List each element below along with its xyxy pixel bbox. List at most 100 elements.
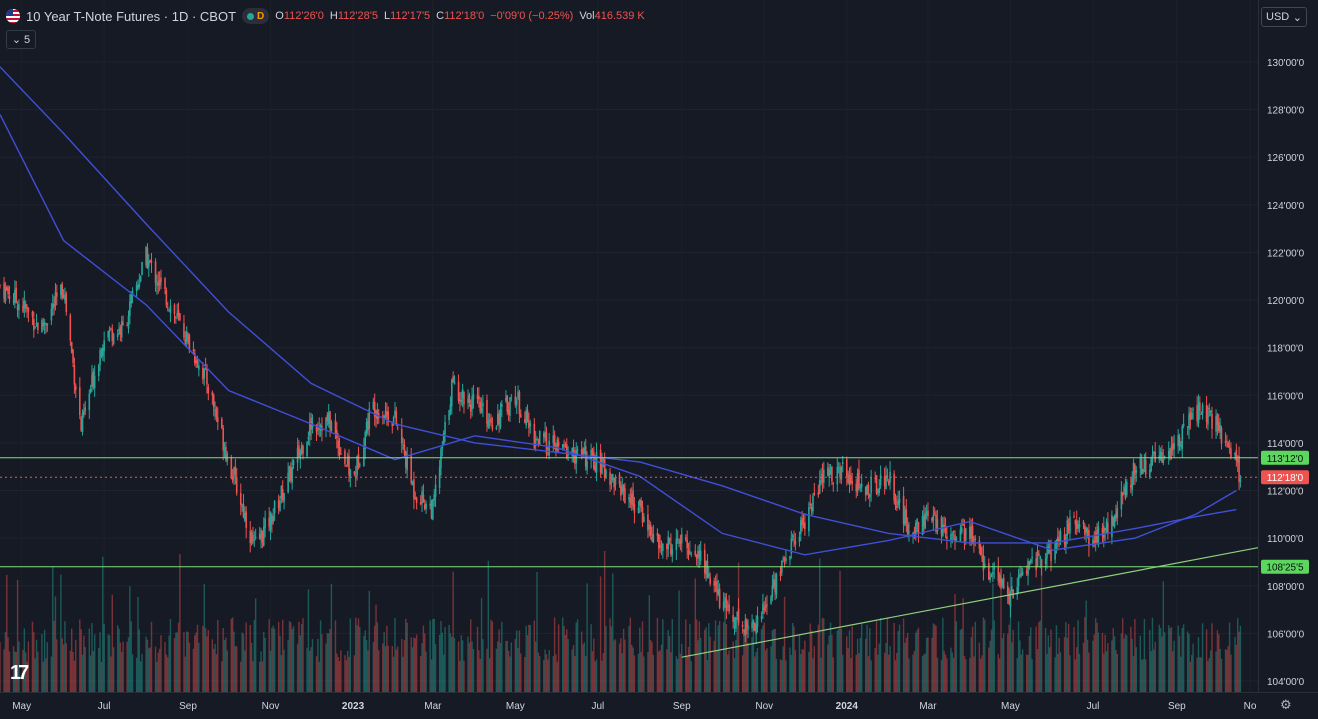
candle-body	[1236, 459, 1239, 463]
candle-body	[563, 445, 565, 447]
candle-body	[107, 330, 110, 338]
settings-gear-icon[interactable]: ⚙	[1280, 697, 1292, 712]
volume-bar	[196, 624, 199, 692]
volume-bar	[1239, 625, 1242, 692]
candle-body	[165, 290, 168, 306]
price-chart[interactable]	[0, 0, 1258, 692]
candle-body	[433, 494, 436, 501]
candle-body	[779, 571, 782, 577]
candle-body	[828, 470, 830, 478]
volume-bar	[1207, 661, 1209, 692]
candle-body	[732, 615, 734, 623]
candle-body	[139, 276, 142, 282]
candle-body	[287, 472, 289, 493]
candle-body	[336, 429, 338, 438]
candle-body	[1132, 462, 1135, 480]
volume-bar	[525, 625, 527, 692]
volume-bar	[150, 621, 153, 692]
candle-body	[810, 506, 813, 512]
candle-body	[557, 441, 560, 447]
volume-bar	[942, 617, 944, 692]
symbol-title[interactable]: 10 Year T-Note Futures · 1D · CBOT	[26, 8, 237, 24]
candle-body	[97, 365, 100, 377]
candle-body	[971, 526, 974, 545]
candle-body	[65, 293, 68, 313]
volume-bar	[632, 647, 634, 692]
volume-bar	[146, 639, 149, 692]
candle-body	[146, 248, 149, 269]
candle-body	[897, 500, 899, 506]
chart-pane[interactable]: 10 Year T-Note Futures · 1D · CBOT D O11…	[0, 0, 1258, 692]
candle-body	[790, 538, 793, 554]
volume-bar	[221, 661, 223, 692]
candle-body	[73, 365, 76, 385]
volume-bar	[773, 629, 775, 692]
candle-body	[860, 483, 863, 488]
volume-bar	[194, 635, 196, 692]
candle-body	[457, 381, 460, 402]
candle-body	[716, 580, 718, 593]
candle-body	[952, 530, 955, 532]
candle-body	[1169, 448, 1171, 458]
candle-body	[875, 475, 878, 494]
volume-bar	[595, 659, 598, 692]
candle-body	[223, 448, 226, 452]
volume-bar	[516, 630, 518, 692]
volume-bar	[1073, 627, 1075, 692]
candle-body	[1154, 451, 1156, 462]
volume-bar	[771, 630, 774, 692]
volume-bar	[80, 629, 82, 692]
candle-body	[214, 409, 216, 411]
volume-bar	[501, 621, 503, 692]
candle-body	[699, 550, 702, 561]
volume-bar	[735, 640, 737, 692]
volume-bar	[472, 648, 475, 692]
volume-bar	[944, 654, 947, 692]
volume-bar	[1012, 629, 1014, 692]
candle-body	[50, 308, 53, 321]
candle-body	[763, 607, 766, 610]
time-scale[interactable]: May Jul Sep Nov 2023 Mar May Jul Sep Nov 2024 Mar Ma…	[0, 692, 1318, 719]
volume-bar	[1211, 623, 1213, 692]
candle-body	[908, 531, 910, 533]
market-open-dot-icon	[247, 12, 255, 20]
candle-body	[138, 283, 141, 287]
volume-bar	[904, 642, 906, 692]
candle-body	[808, 506, 810, 532]
volume-bar	[1145, 659, 1147, 692]
market-status-pill[interactable]: D	[242, 8, 270, 24]
volume-bar	[93, 634, 96, 692]
volume-bar	[564, 634, 567, 692]
volume-bar	[553, 617, 556, 692]
candle-body	[1143, 457, 1146, 473]
volume-bar	[81, 654, 84, 692]
candle-body	[836, 466, 839, 485]
candle-body	[571, 447, 573, 456]
volume-bar	[1150, 651, 1152, 692]
volume-bar	[847, 648, 849, 692]
volume-bar	[893, 622, 895, 692]
candle-body	[1162, 459, 1165, 463]
chevron-down-icon: ⌄	[11, 34, 22, 46]
price-scale[interactable]: 130'00'0 128'00'0 126'00'0 124'00'0 122'00'0…	[1258, 0, 1318, 692]
candle-body	[605, 469, 607, 478]
volume-bar	[1074, 659, 1077, 692]
candle-body	[288, 465, 291, 473]
volume-bar	[536, 572, 538, 692]
time-tick-label: Jul	[1087, 701, 1100, 712]
candle-body	[641, 507, 644, 523]
volume-bar	[207, 630, 210, 692]
candle-body	[51, 303, 54, 309]
currency-select[interactable]: USD ⌄	[1261, 7, 1307, 27]
candle-body	[538, 430, 541, 445]
indicators-toggle-button[interactable]: ⌄ 5	[6, 30, 36, 49]
candle-body	[311, 422, 314, 429]
volume-bar	[1069, 655, 1071, 692]
candle-body	[292, 460, 295, 465]
volume-bar	[1158, 624, 1160, 692]
candle-body	[902, 495, 905, 524]
candle-body	[726, 606, 729, 608]
candle-body	[444, 422, 446, 434]
volume-bar	[405, 618, 407, 692]
tradingview-logo-icon[interactable]: 17	[10, 662, 29, 684]
